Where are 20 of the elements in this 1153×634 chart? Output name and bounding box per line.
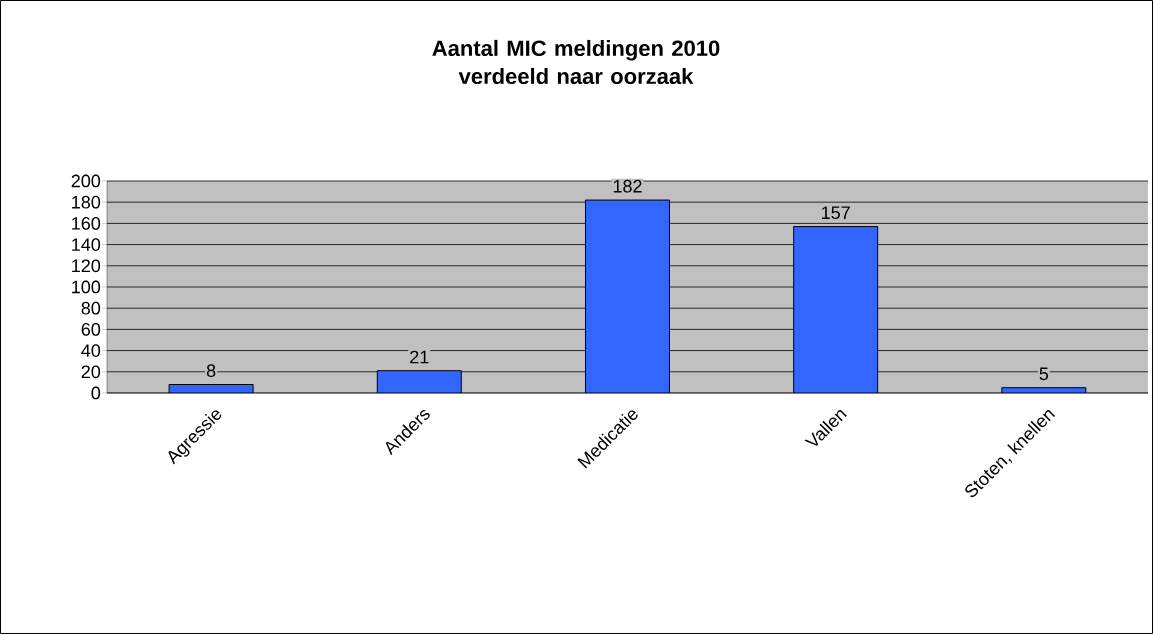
y-tick-label: 20 [81,365,101,379]
y-tick-label: 200 [71,174,101,188]
data-label: 5 [1039,367,1049,381]
y-tick-label: 40 [81,344,101,357]
y-tick-label: 100 [72,280,101,294]
y-tick-label: 0 [91,386,101,400]
data-label: 182 [613,179,642,193]
data-label: 157 [822,206,850,220]
y-tick-label: 120 [72,259,101,273]
bar [376,370,462,393]
y-tick-label: 180 [72,195,101,209]
y-tick-label: 140 [72,238,101,251]
y-tick-label: 160 [72,217,101,230]
bar [793,226,879,393]
chart-title: Aantal MIC meldingen 2010 verdeeld naar oorzaak [432,39,720,85]
data-label: 8 [206,364,216,377]
y-tick-label: 80 [81,301,101,315]
data-label: 21 [410,350,429,364]
y-tick-label: 60 [81,323,101,336]
bar [584,199,670,393]
